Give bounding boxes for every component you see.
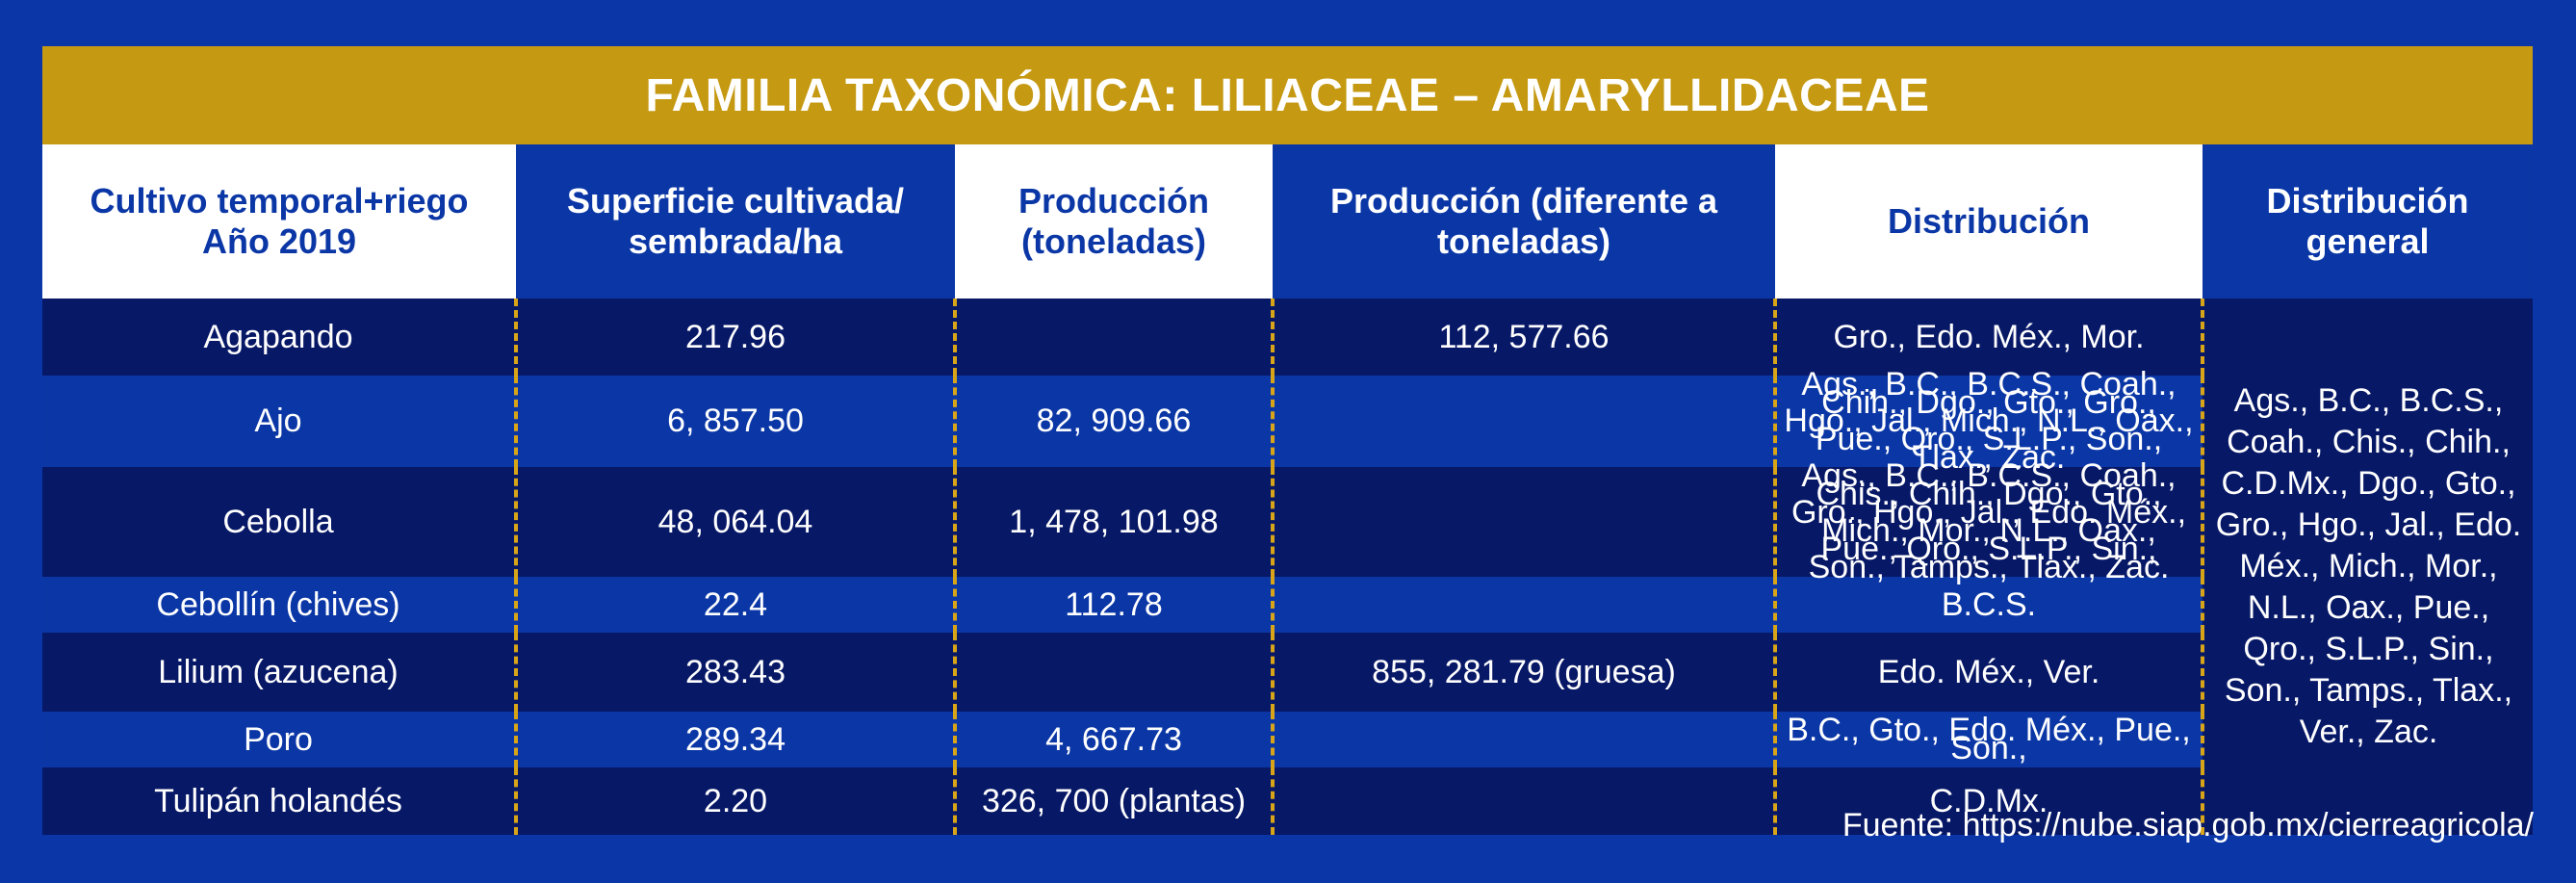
production-other-cell: [1273, 712, 1777, 767]
table-row: Tulipán holandés 2.20 326, 700 (plantas)…: [42, 767, 2533, 835]
header-general-distribution: Distribución general: [2202, 144, 2533, 299]
header-production: Producción (toneladas): [955, 144, 1273, 299]
area-cell: 2.20: [516, 767, 957, 835]
crop-cell: Cebollín (chives): [42, 577, 518, 633]
header-distribution: Distribución: [1775, 144, 2202, 299]
production-cell: [955, 299, 1275, 376]
area-cell: 283.43: [516, 633, 957, 712]
crop-cell: Lilium (azucena): [42, 633, 518, 712]
header-crop: Cultivo temporal+riego Año 2019: [42, 144, 516, 299]
distribution-cell: Ags., B.C., B.C.S., Coah., Chis., Chih.,…: [1775, 459, 2204, 584]
distribution-cell: Edo. Méx., Ver.: [1775, 633, 2204, 712]
header-area: Superficie cultivada/ sembrada/ha: [516, 144, 955, 299]
area-cell: 289.34: [516, 712, 957, 767]
production-cell: 4, 667.73: [955, 712, 1275, 767]
area-cell: 217.96: [516, 299, 957, 376]
production-other-cell: [1273, 577, 1777, 633]
header-row: Cultivo temporal+riego Año 2019 Superfic…: [42, 144, 2533, 299]
distribution-cell: Gro., Edo. Méx., Mor.: [1775, 299, 2204, 376]
table-row: Ajo 6, 857.50 82, 909.66 Ags., B.C., B.C…: [42, 368, 2533, 474]
crop-cell: Ajo: [42, 376, 518, 467]
table-row: Cebolla 48, 064.04 1, 478, 101.98 Ags., …: [42, 459, 2533, 584]
table-row: Cebollín (chives) 22.4 112.78 B.C.S.: [42, 577, 2533, 633]
table-row: Poro 289.34 4, 667.73 B.C., Gto., Edo. M…: [42, 712, 2533, 767]
production-cell: 326, 700 (plantas): [955, 767, 1275, 835]
table-row: Lilium (azucena) 283.43 855, 281.79 (gru…: [42, 633, 2533, 712]
production-other-cell: [1273, 376, 1777, 467]
distribution-cell: Ags., B.C., B.C.S., Coah., Chih., Dgo., …: [1775, 368, 2204, 474]
production-other-cell: 112, 577.66: [1273, 299, 1777, 376]
distribution-cell: B.C.S.: [1775, 577, 2204, 633]
crop-cell: Agapando: [42, 299, 518, 376]
production-other-cell: 855, 281.79 (gruesa): [1273, 633, 1777, 712]
area-cell: 22.4: [516, 577, 957, 633]
distribution-cell: C.D.Mx.: [1775, 767, 2204, 835]
crop-cell: Cebolla: [42, 467, 518, 577]
area-cell: 48, 064.04: [516, 467, 957, 577]
production-cell: 1, 478, 101.98: [955, 467, 1275, 577]
crop-cell: Poro: [42, 712, 518, 767]
source-note: Fuente: https://nube.siap.gob.mx/cierrea…: [1842, 807, 2534, 844]
crop-cell: Tulipán holandés: [42, 767, 518, 835]
header-production-other: Producción (diferente a toneladas): [1273, 144, 1775, 299]
production-cell: [955, 633, 1275, 712]
production-other-cell: [1273, 467, 1777, 577]
production-other-cell: [1273, 767, 1777, 835]
production-cell: 82, 909.66: [955, 376, 1275, 467]
table-row: Agapando 217.96 112, 577.66 Gro., Edo. M…: [42, 299, 2533, 835]
production-cell: 112.78: [955, 577, 1275, 633]
table-title: FAMILIA TAXONÓMICA: LILIACEAE – AMARYLLI…: [42, 46, 2533, 144]
crop-table: Cultivo temporal+riego Año 2019 Superfic…: [42, 144, 2533, 835]
general-distribution-cell: Ags., B.C., B.C.S., Coah., Chis., Chih.,…: [2202, 299, 2533, 835]
distribution-cell: B.C., Gto., Edo. Méx., Pue., Son.,: [1775, 712, 2204, 767]
area-cell: 6, 857.50: [516, 376, 957, 467]
